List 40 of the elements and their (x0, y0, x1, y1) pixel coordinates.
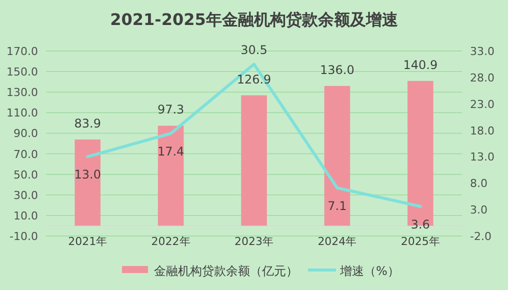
legend-label: 金融机构贷款余额（亿元） (154, 264, 298, 278)
x-tick-label: 2025年 (400, 235, 440, 248)
y2-tick-label: 28.0 (470, 71, 494, 84)
y2-tick-label: 23.0 (470, 98, 494, 111)
y-tick-label: 10.0 (14, 209, 38, 222)
y2-tick-label: -2.0 (470, 230, 492, 243)
y-tick-label: 110.0 (6, 106, 38, 120)
bar (74, 139, 100, 226)
y2-tick-label: 3.0 (470, 204, 488, 217)
y-tick-label: 90.0 (14, 127, 38, 140)
data-label: 7.1 (328, 198, 347, 213)
bar (158, 126, 184, 226)
data-label: 30.5 (240, 43, 268, 58)
data-label: 140.9 (403, 58, 438, 72)
y2-tick-label: 8.0 (470, 177, 488, 190)
y2-tick-label: 18.0 (470, 124, 494, 138)
x-tick-label: 2023年 (234, 235, 274, 248)
y-tick-label: 50.0 (14, 168, 38, 182)
x-tick-label: 2022年 (151, 235, 190, 248)
y-tick-label: 30.0 (14, 188, 38, 202)
y-tick-label: 170.0 (6, 45, 38, 58)
bar (241, 95, 267, 226)
data-label: 126.9 (236, 72, 272, 86)
y-tick-label: 150.0 (6, 66, 38, 79)
data-label: 136.0 (320, 62, 354, 77)
y2-tick-label: 33.0 (470, 45, 494, 58)
y-tick-label: 70.0 (14, 148, 38, 161)
bar (324, 86, 350, 226)
data-label: 83.9 (74, 116, 101, 130)
data-label: 97.3 (157, 102, 184, 117)
y2-tick-label: 13.0 (470, 150, 494, 164)
x-tick-label: 2024年 (318, 235, 357, 248)
y-tick-label: 130.0 (6, 86, 38, 100)
y-tick-label: -10.0 (10, 230, 38, 243)
legend-label: 增速（%） (339, 264, 400, 278)
data-label: 13.0 (74, 168, 101, 182)
x-tick-label: 2021年 (68, 235, 108, 248)
data-label: 3.6 (410, 217, 430, 232)
data-label: 17.4 (157, 144, 184, 158)
chart-title: 2021-2025年金融机构贷款余额及增速 (110, 10, 399, 29)
